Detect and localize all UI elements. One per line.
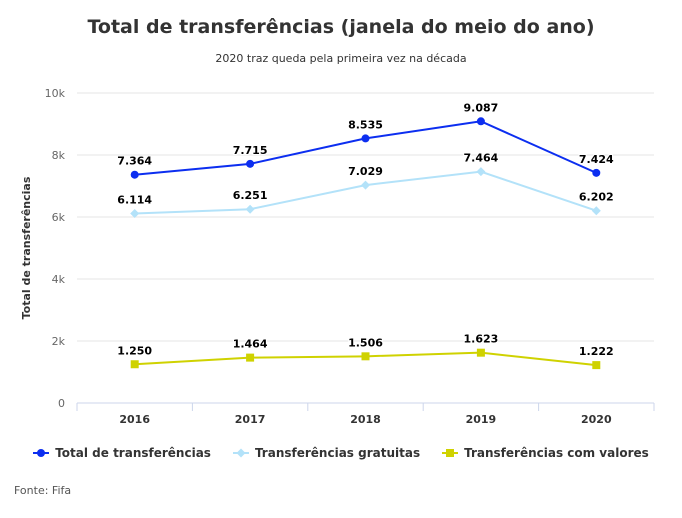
data-label: 1.464: [233, 338, 268, 351]
legend-square-icon: [442, 449, 459, 457]
data-label: 1.250: [117, 344, 152, 357]
legend: Total de transferências Transferências gr…: [0, 446, 682, 460]
data-point: [476, 348, 485, 357]
data-point: [130, 208, 140, 218]
data-point: [592, 168, 601, 177]
x-tick-label: 2020: [581, 413, 612, 426]
data-label: 7.464: [464, 152, 499, 165]
legend-diamond-icon: [232, 448, 249, 458]
x-tick-label: 2018: [350, 413, 381, 426]
data-label: 9.087: [464, 101, 499, 114]
legend-label: Total de transferências: [55, 446, 211, 460]
data-label: 1.623: [464, 333, 499, 346]
y-axis-title: Total de transferências: [20, 176, 33, 319]
legend-circle-icon: [33, 449, 50, 457]
data-label: 8.535: [348, 118, 383, 131]
data-label: 7.715: [233, 144, 268, 157]
data-point: [476, 117, 485, 126]
data-point: [245, 204, 255, 214]
data-point: [591, 206, 601, 216]
data-label: 1.506: [348, 336, 383, 349]
data-label: 7.364: [117, 155, 152, 168]
legend-item[interactable]: Transferências com valores: [442, 446, 649, 460]
legend-label: Transferências gratuitas: [254, 446, 421, 460]
data-label: 1.222: [579, 345, 614, 358]
chart-subtitle: 2020 traz queda pela primeira vez na déc…: [215, 52, 467, 65]
data-point: [246, 353, 255, 362]
data-point: [476, 167, 486, 177]
data-point: [246, 159, 255, 168]
y-tick-label: 4k: [52, 273, 66, 286]
data-point: [130, 170, 139, 179]
data-point: [361, 134, 370, 143]
data-point: [361, 352, 370, 361]
y-tick-label: 0: [58, 397, 65, 410]
y-tick-label: 8k: [52, 149, 66, 162]
data-label: 7.029: [348, 165, 383, 178]
data-label: 6.202: [579, 191, 614, 204]
chart-title: Total de transferências (janela do meio …: [87, 16, 595, 38]
legend-item[interactable]: Total de transferências: [33, 446, 211, 460]
x-tick-label: 2016: [119, 413, 150, 426]
data-label: 6.251: [233, 189, 268, 202]
data-label: 7.424: [579, 153, 614, 166]
y-tick-label: 2k: [52, 335, 66, 348]
legend-label: Transferências com valores: [464, 446, 649, 460]
data-point: [592, 361, 601, 370]
y-tick-label: 10k: [45, 87, 66, 100]
source-note: Fonte: Fifa: [14, 484, 72, 497]
data-label: 6.114: [117, 193, 152, 206]
data-point: [130, 360, 139, 369]
x-tick-label: 2019: [466, 413, 497, 426]
data-point: [361, 180, 370, 190]
legend-item[interactable]: Transferências gratuitas: [232, 446, 421, 460]
x-tick-label: 2017: [235, 413, 266, 426]
y-tick-label: 6k: [52, 211, 66, 224]
